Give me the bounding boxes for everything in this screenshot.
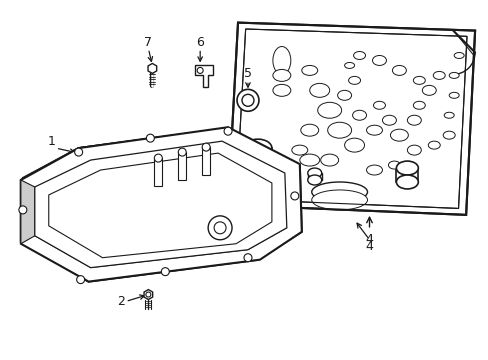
Text: 3: 3 bbox=[188, 221, 196, 234]
Text: 6: 6 bbox=[196, 36, 203, 49]
Ellipse shape bbox=[299, 154, 319, 166]
Ellipse shape bbox=[154, 154, 162, 162]
Polygon shape bbox=[35, 228, 286, 268]
Polygon shape bbox=[21, 180, 35, 244]
Circle shape bbox=[146, 134, 154, 142]
Ellipse shape bbox=[272, 46, 290, 75]
Ellipse shape bbox=[309, 84, 329, 97]
Polygon shape bbox=[21, 128, 301, 282]
Ellipse shape bbox=[307, 168, 321, 178]
Ellipse shape bbox=[372, 55, 386, 66]
Circle shape bbox=[197, 67, 203, 73]
Ellipse shape bbox=[448, 92, 458, 98]
Ellipse shape bbox=[307, 175, 321, 185]
Ellipse shape bbox=[317, 102, 341, 118]
Polygon shape bbox=[227, 23, 474, 215]
Polygon shape bbox=[21, 228, 301, 282]
Polygon shape bbox=[36, 140, 281, 265]
Circle shape bbox=[214, 222, 225, 234]
Ellipse shape bbox=[244, 157, 271, 175]
Ellipse shape bbox=[366, 125, 382, 135]
Ellipse shape bbox=[353, 51, 365, 59]
Text: 1: 1 bbox=[48, 135, 56, 148]
Polygon shape bbox=[236, 29, 466, 208]
Ellipse shape bbox=[412, 101, 425, 109]
Circle shape bbox=[242, 94, 253, 106]
Ellipse shape bbox=[448, 72, 458, 78]
Ellipse shape bbox=[320, 154, 338, 166]
Ellipse shape bbox=[337, 90, 351, 100]
Ellipse shape bbox=[407, 115, 421, 125]
Ellipse shape bbox=[344, 62, 354, 68]
Circle shape bbox=[208, 216, 232, 240]
Ellipse shape bbox=[348, 76, 360, 84]
Ellipse shape bbox=[389, 129, 407, 141]
Polygon shape bbox=[202, 147, 210, 175]
Ellipse shape bbox=[422, 85, 435, 95]
Ellipse shape bbox=[272, 69, 290, 81]
Ellipse shape bbox=[373, 101, 385, 109]
Ellipse shape bbox=[202, 143, 210, 151]
Ellipse shape bbox=[443, 112, 453, 118]
Text: 4: 4 bbox=[365, 240, 373, 253]
Ellipse shape bbox=[412, 76, 425, 84]
Text: 4: 4 bbox=[365, 233, 373, 246]
Polygon shape bbox=[144, 289, 152, 300]
Circle shape bbox=[19, 206, 27, 214]
Ellipse shape bbox=[344, 138, 364, 152]
Ellipse shape bbox=[427, 141, 439, 149]
Polygon shape bbox=[195, 66, 213, 87]
Circle shape bbox=[145, 292, 151, 297]
Polygon shape bbox=[148, 63, 156, 73]
Text: 5: 5 bbox=[244, 67, 251, 80]
Circle shape bbox=[224, 127, 232, 135]
Ellipse shape bbox=[352, 110, 366, 120]
Polygon shape bbox=[35, 141, 286, 268]
Ellipse shape bbox=[396, 175, 417, 189]
Ellipse shape bbox=[407, 145, 421, 155]
Ellipse shape bbox=[301, 66, 317, 75]
Ellipse shape bbox=[366, 165, 382, 175]
Ellipse shape bbox=[442, 131, 454, 139]
Ellipse shape bbox=[453, 53, 463, 58]
Ellipse shape bbox=[311, 190, 367, 210]
Ellipse shape bbox=[396, 161, 417, 175]
Circle shape bbox=[161, 268, 169, 276]
Circle shape bbox=[77, 276, 84, 284]
Polygon shape bbox=[154, 158, 162, 186]
Circle shape bbox=[75, 148, 82, 156]
Ellipse shape bbox=[300, 124, 318, 136]
Ellipse shape bbox=[382, 115, 396, 125]
Text: 2: 2 bbox=[117, 295, 125, 308]
Polygon shape bbox=[178, 152, 186, 180]
Polygon shape bbox=[23, 128, 294, 278]
Circle shape bbox=[290, 192, 298, 200]
Ellipse shape bbox=[178, 148, 186, 156]
Ellipse shape bbox=[392, 66, 406, 75]
Ellipse shape bbox=[311, 182, 367, 202]
Ellipse shape bbox=[272, 84, 290, 96]
Circle shape bbox=[244, 254, 251, 262]
Ellipse shape bbox=[244, 139, 271, 157]
Ellipse shape bbox=[432, 71, 444, 80]
Circle shape bbox=[237, 89, 259, 111]
Ellipse shape bbox=[291, 145, 307, 155]
Ellipse shape bbox=[387, 161, 400, 169]
Polygon shape bbox=[49, 148, 267, 258]
Polygon shape bbox=[49, 153, 271, 258]
Polygon shape bbox=[21, 127, 301, 282]
Text: 7: 7 bbox=[144, 36, 152, 49]
Ellipse shape bbox=[327, 122, 351, 138]
